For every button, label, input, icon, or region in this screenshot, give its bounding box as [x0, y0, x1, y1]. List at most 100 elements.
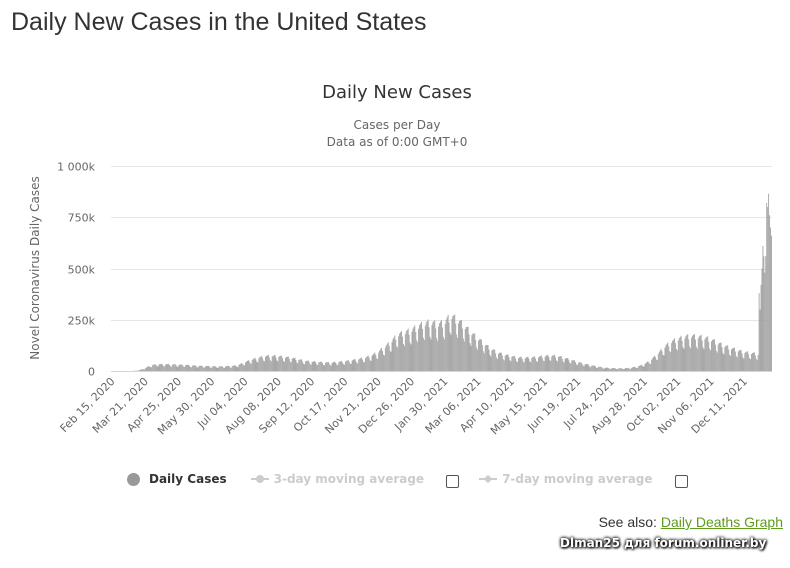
- daily-cases-bar[interactable]: [145, 367, 147, 371]
- daily-cases-bar[interactable]: [174, 364, 176, 371]
- daily-cases-bar[interactable]: [770, 227, 771, 372]
- daily-cases-bar[interactable]: [592, 365, 594, 371]
- daily-cases-bar[interactable]: [463, 341, 465, 371]
- daily-cases-bar[interactable]: [439, 323, 440, 371]
- daily-cases-bar[interactable]: [245, 362, 246, 371]
- daily-cases-bar[interactable]: [338, 362, 340, 371]
- daily-cases-bar[interactable]: [277, 361, 279, 371]
- daily-cases-bar[interactable]: [189, 366, 191, 371]
- daily-cases-bar[interactable]: [424, 325, 426, 371]
- daily-cases-bar[interactable]: [480, 339, 482, 371]
- daily-cases-bar[interactable]: [759, 309, 761, 372]
- daily-cases-bar[interactable]: [577, 365, 578, 371]
- daily-cases-bar[interactable]: [740, 349, 742, 371]
- daily-cases-bar[interactable]: [300, 359, 302, 371]
- daily-cases-bar[interactable]: [489, 354, 491, 371]
- daily-cases-bar[interactable]: [551, 356, 553, 371]
- daily-cases-bar[interactable]: [297, 363, 299, 371]
- daily-cases-bar[interactable]: [523, 362, 525, 371]
- daily-cases-bar[interactable]: [330, 365, 332, 371]
- daily-cases-bar[interactable]: [165, 364, 167, 371]
- daily-cases-bar[interactable]: [752, 352, 754, 371]
- daily-cases-bar[interactable]: [668, 346, 670, 371]
- daily-cases-bar[interactable]: [262, 357, 264, 371]
- daily-cases-bar[interactable]: [628, 368, 630, 371]
- daily-cases-bar[interactable]: [184, 367, 186, 371]
- daily-cases-bar[interactable]: [666, 343, 668, 371]
- daily-cases-bar[interactable]: [458, 323, 459, 371]
- daily-cases-bar[interactable]: [319, 361, 321, 371]
- daily-cases-bar[interactable]: [667, 342, 669, 371]
- daily-cases-bar[interactable]: [499, 352, 501, 371]
- daily-cases-bar[interactable]: [698, 336, 700, 371]
- daily-cases-bar[interactable]: [212, 366, 214, 371]
- daily-cases-bar[interactable]: [699, 335, 701, 371]
- daily-cases-bar[interactable]: [446, 317, 448, 371]
- daily-cases-bar[interactable]: [266, 355, 267, 371]
- daily-cases-bar[interactable]: [655, 359, 657, 371]
- daily-cases-bar[interactable]: [462, 338, 464, 371]
- daily-cases-bar[interactable]: [691, 337, 693, 371]
- daily-cases-bar[interactable]: [394, 335, 396, 371]
- daily-cases-bar[interactable]: [151, 365, 153, 371]
- daily-cases-bar[interactable]: [341, 360, 343, 371]
- daily-cases-bar[interactable]: [448, 322, 450, 371]
- daily-cases-bar[interactable]: [246, 361, 247, 371]
- daily-cases-bar[interactable]: [513, 356, 515, 371]
- daily-cases-bar[interactable]: [364, 358, 366, 371]
- daily-cases-bar[interactable]: [201, 365, 203, 371]
- daily-cases-bar[interactable]: [208, 366, 210, 371]
- daily-cases-bar[interactable]: [735, 356, 737, 371]
- daily-cases-bar[interactable]: [232, 365, 234, 371]
- daily-cases-bar[interactable]: [597, 366, 599, 371]
- daily-cases-bar[interactable]: [359, 358, 361, 371]
- daily-cases-bar[interactable]: [588, 365, 590, 371]
- daily-cases-bar[interactable]: [304, 364, 305, 371]
- daily-cases-bar[interactable]: [377, 358, 379, 371]
- daily-cases-bar[interactable]: [611, 368, 613, 371]
- daily-cases-bar[interactable]: [750, 359, 751, 371]
- daily-cases-bar[interactable]: [233, 365, 235, 371]
- daily-cases-bar[interactable]: [669, 351, 671, 371]
- daily-cases-bar[interactable]: [685, 336, 687, 371]
- daily-cases-bar[interactable]: [556, 360, 557, 371]
- daily-cases-bar[interactable]: [228, 366, 230, 371]
- daily-cases-bar[interactable]: [168, 363, 169, 371]
- daily-cases-bar[interactable]: [226, 366, 227, 371]
- daily-cases-bar[interactable]: [309, 364, 311, 371]
- daily-cases-bar[interactable]: [756, 359, 758, 371]
- daily-cases-bar[interactable]: [705, 337, 707, 371]
- daily-cases-bar[interactable]: [609, 368, 611, 371]
- daily-cases-bar[interactable]: [318, 362, 320, 371]
- daily-cases-bar[interactable]: [393, 337, 395, 371]
- daily-cases-bar[interactable]: [332, 362, 334, 371]
- daily-cases-bar[interactable]: [621, 368, 623, 371]
- daily-cases-bar[interactable]: [442, 336, 444, 371]
- daily-cases-bar[interactable]: [538, 357, 539, 371]
- daily-cases-bar[interactable]: [248, 361, 250, 371]
- daily-cases-bar[interactable]: [367, 355, 369, 371]
- daily-cases-bar[interactable]: [546, 355, 548, 371]
- daily-cases-bar[interactable]: [553, 355, 555, 371]
- daily-cases-bar[interactable]: [219, 366, 221, 371]
- daily-cases-bar[interactable]: [572, 360, 574, 371]
- daily-cases-bar[interactable]: [632, 367, 634, 371]
- daily-cases-bar[interactable]: [217, 368, 219, 371]
- daily-cases-bar[interactable]: [733, 347, 735, 371]
- daily-cases-bar[interactable]: [615, 368, 616, 371]
- daily-cases-bar[interactable]: [144, 369, 146, 371]
- daily-cases-bar[interactable]: [431, 325, 433, 371]
- daily-cases-bar[interactable]: [760, 284, 762, 371]
- daily-cases-bar[interactable]: [390, 351, 392, 371]
- daily-cases-bar[interactable]: [173, 364, 175, 371]
- daily-cases-bar[interactable]: [370, 360, 372, 371]
- daily-cases-bar[interactable]: [525, 357, 527, 371]
- daily-cases-bar[interactable]: [305, 361, 306, 371]
- daily-cases-bar[interactable]: [312, 361, 314, 371]
- daily-cases-bar[interactable]: [199, 365, 201, 371]
- daily-cases-bar[interactable]: [624, 368, 626, 371]
- daily-cases-bar[interactable]: [363, 361, 364, 371]
- daily-cases-bar[interactable]: [587, 364, 589, 371]
- daily-cases-bar[interactable]: [241, 363, 243, 371]
- daily-cases-bar[interactable]: [534, 356, 536, 371]
